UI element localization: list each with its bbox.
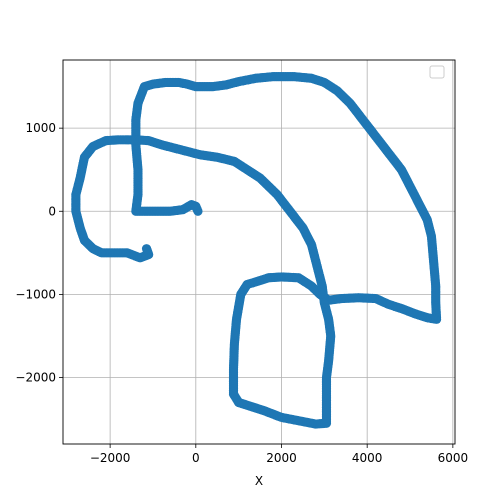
y-tick-label: −1000 (15, 287, 56, 301)
x-axis-label: X (255, 474, 263, 488)
plot-area-frame (62, 59, 456, 445)
x-axis-ticks: −2000 0 2000 4000 6000 (90, 444, 468, 465)
x-tick-label: 2000 (266, 451, 297, 465)
x-tick-label: 4000 (352, 451, 383, 465)
scatter-point (141, 244, 152, 254)
legend-box (429, 65, 445, 79)
y-tick-label: 1000 (25, 121, 56, 135)
y-tick-label: 0 (48, 204, 56, 218)
y-axis-ticks: −2000 −1000 0 1000 (15, 121, 63, 385)
y-tick-label: −2000 (15, 371, 56, 385)
scatter-marks (71, 72, 442, 429)
x-tick-label: 6000 (438, 451, 469, 465)
legend (429, 65, 445, 79)
x-tick-label: 0 (192, 451, 200, 465)
x-tick-label: −2000 (90, 451, 131, 465)
